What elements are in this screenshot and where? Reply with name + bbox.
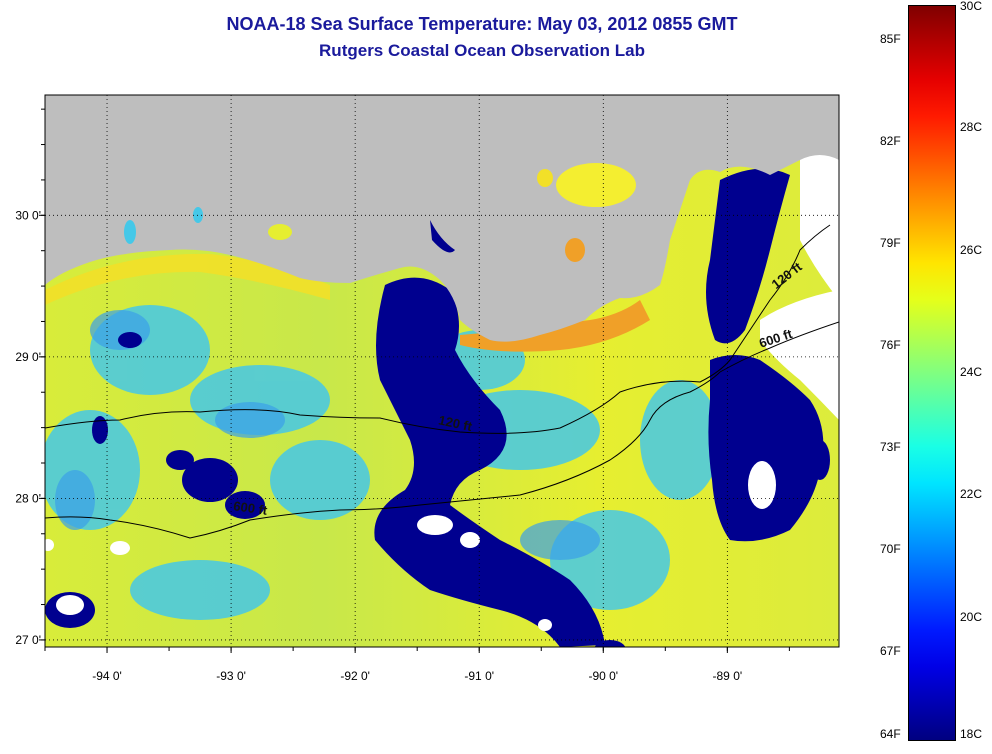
- colorbar-fahrenheit-label: 82F: [880, 133, 901, 148]
- colorbar-fahrenheit-label: 70F: [880, 541, 901, 556]
- map-subtitle: Rutgers Coastal Ocean Observation Lab: [319, 41, 645, 60]
- colorbar-fahrenheit-label: 64F: [880, 727, 901, 741]
- colorbar-celsius-label: 30C: [960, 0, 983, 13]
- colorbar-fahrenheit-label: 76F: [880, 337, 901, 352]
- isobath-label: 120 ft: [437, 412, 474, 434]
- isobath-label: 600 ft: [232, 498, 268, 518]
- colorbar-celsius-label: 24C: [960, 365, 983, 379]
- inland-water: [124, 163, 636, 262]
- lon-tick-label: -93 0': [216, 669, 246, 683]
- colorbar-fahrenheit-label: 67F: [880, 643, 901, 658]
- lat-tick-label: 28 0': [15, 491, 41, 505]
- lon-tick-label: -89 0': [713, 669, 743, 683]
- lat-tick-label: 27 0': [15, 633, 41, 647]
- colorbar-celsius-label: 26C: [960, 242, 983, 257]
- colorbar-fahrenheit-label: 79F: [880, 235, 901, 250]
- colorbar-fahrenheit-label: 73F: [880, 439, 901, 454]
- lat-tick-label: 30 0': [15, 208, 41, 222]
- land-mass: [45, 95, 839, 342]
- colorbar-celsius-label: 18C: [960, 727, 983, 741]
- map-grid: [45, 95, 839, 647]
- lon-tick-label: -91 0': [464, 669, 494, 683]
- colorbar-fahrenheit-label: 85F: [880, 31, 901, 46]
- colorbar: [908, 5, 956, 741]
- colorbar-celsius-label: 20C: [960, 609, 983, 624]
- colorbar-celsius-label: 22C: [960, 487, 983, 502]
- map-title: NOAA-18 Sea Surface Temperature: May 03,…: [226, 14, 738, 34]
- colorbar-celsius-label: 28C: [960, 120, 983, 135]
- lon-tick-label: -90 0': [588, 669, 618, 683]
- isobath-600ft: [45, 321, 839, 539]
- map-frame: [44, 94, 840, 648]
- lat-tick-label: 29 0': [15, 350, 41, 364]
- lon-tick-label: -92 0': [340, 669, 370, 683]
- map-axes: -94 0' -93 0' -92 0' -91 0' -90 0' -89 0' 27 0…: [15, 108, 790, 683]
- lon-tick-label: -94 0': [92, 669, 122, 683]
- warm-coastal-band: [45, 253, 330, 305]
- cloud-masked-areas: [45, 150, 839, 631]
- isobath-120ft: [45, 224, 831, 434]
